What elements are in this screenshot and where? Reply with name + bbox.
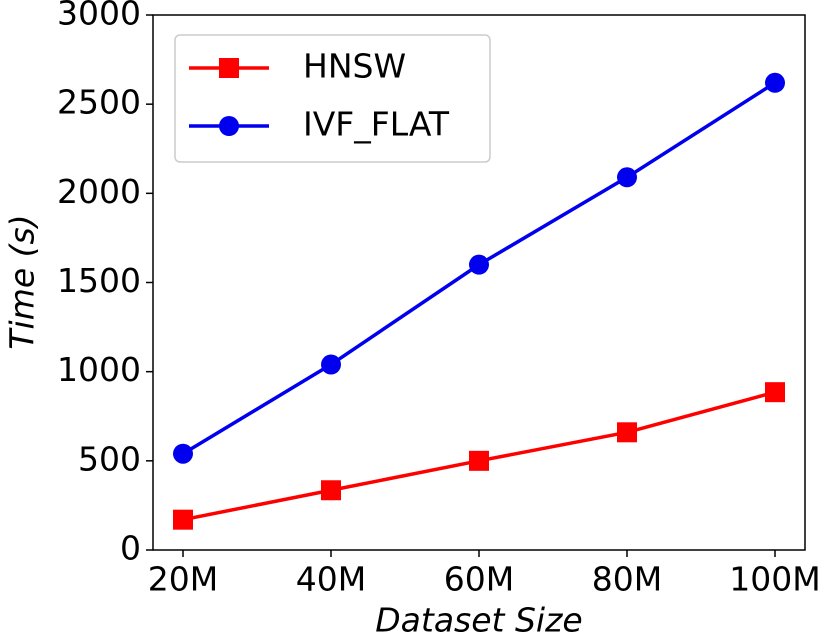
y-tick-label: 1000 — [57, 350, 141, 389]
legend-marker — [219, 116, 239, 136]
point — [765, 382, 785, 403]
legend-label: IVF_FLAT — [303, 105, 450, 144]
y-tick-label: 1500 — [57, 261, 141, 300]
point — [321, 480, 341, 501]
point — [321, 354, 341, 375]
legend-label: HNSW — [303, 47, 406, 86]
x-tick-label: 80M — [592, 560, 662, 599]
y-tick-label: 2000 — [57, 172, 141, 211]
x-tick-label: 20M — [148, 560, 218, 599]
x-axis-label: Dataset Size — [375, 601, 582, 640]
point — [765, 72, 785, 93]
point — [469, 254, 489, 275]
y-tick-label: 3000 — [57, 0, 141, 33]
x-tick-label: 100M — [729, 560, 820, 599]
y-tick-label: 500 — [78, 439, 141, 478]
point — [617, 422, 637, 443]
point — [173, 443, 193, 464]
y-axis-label: Time (s) — [3, 214, 42, 349]
point — [173, 509, 193, 530]
y-tick-label: 0 — [120, 529, 141, 568]
x-tick-label: 60M — [444, 560, 514, 599]
x-tick-label: 40M — [296, 560, 366, 599]
point — [469, 450, 489, 471]
y-tick-label: 2500 — [57, 83, 141, 122]
point — [617, 167, 637, 188]
legend-marker — [219, 58, 239, 78]
